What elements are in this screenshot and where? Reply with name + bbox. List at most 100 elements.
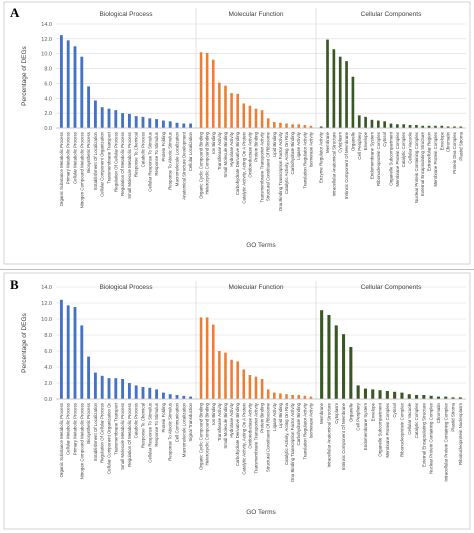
x-tick-label: Cellular Response To Stimulus (147, 131, 152, 192)
bar (168, 394, 172, 399)
bar (436, 396, 440, 399)
bar (248, 375, 252, 399)
group-title-1: Molecular Function (229, 284, 284, 291)
bar (87, 356, 91, 399)
x-tick-label: Hydrolase Activity (229, 131, 234, 166)
x-tick-label: Cell Periphery (356, 402, 361, 430)
bar (59, 299, 63, 399)
x-tick-label: Dna Binding Transcription Factor Activit… (290, 402, 295, 482)
x-tick-label: Organic Substance Metabolic Process (59, 131, 64, 206)
bar (356, 385, 360, 399)
x-tick-label: Intracellular Anatomical Structure (331, 131, 336, 196)
y-tick-label: 8.0 (44, 333, 52, 339)
bar (218, 82, 221, 128)
x-tick-label: Cellular Metabolic Process (73, 131, 78, 184)
bar (332, 49, 336, 128)
bar (279, 122, 282, 128)
y-tick-label: 14.0 (41, 285, 52, 291)
bar (338, 56, 342, 128)
bar (297, 124, 301, 128)
bar (266, 389, 270, 399)
y-tick-label: 2.0 (44, 381, 52, 387)
bar (211, 59, 215, 128)
x-tick-label: Ribonucleoprotein Complex (399, 402, 404, 457)
x-tick-label: Carbohydrate Binding (290, 131, 295, 174)
bar (211, 324, 215, 399)
y-tick-label: 6.0 (44, 81, 52, 87)
y-tick-label: 8.0 (44, 67, 52, 73)
panel-letter: A (10, 5, 20, 20)
bar (279, 393, 282, 399)
bar (402, 124, 406, 128)
x-tick-label: Catalytic Activity, Acting On A Protein (241, 402, 246, 474)
bar (199, 317, 203, 399)
x-tick-label: Biosynthetic Process (86, 131, 91, 173)
bar (273, 122, 276, 128)
x-axis-label: GO Terms (246, 242, 276, 249)
bar (383, 121, 386, 128)
x-tick-label: Regulation Of Metabolic Process (120, 131, 125, 196)
bar (199, 52, 203, 128)
x-tick-label: Cellular Component Organization Or (107, 402, 112, 474)
bar (297, 395, 301, 399)
x-tick-label: Response To Abiotic Stimulus (168, 131, 173, 190)
bar (155, 389, 159, 399)
y-tick-label: 6.0 (44, 349, 52, 355)
bar (364, 116, 367, 128)
x-tick-label: Isomerase Activity (308, 131, 313, 167)
x-tick-label: Organelle (350, 131, 355, 151)
panel-divider (0, 269, 474, 270)
x-tick-label: Cell Periphery (357, 131, 362, 159)
x-tick-label: Ligase Activity (272, 402, 277, 431)
y-axis-label: Percentage of DEGs (21, 312, 28, 372)
bar (451, 397, 455, 399)
bar (100, 375, 104, 399)
bar (148, 118, 152, 128)
x-tick-label: Translation Regulator Activity (302, 402, 307, 460)
bar (342, 334, 346, 399)
bar (230, 93, 233, 128)
bar (334, 325, 338, 399)
x-tick-label: Cellular Metabolic Process (66, 402, 71, 455)
bar (291, 395, 294, 399)
x-tick-label: Catalytic Complex (414, 402, 419, 438)
x-tick-label: Response To Abiotic Stimulus (168, 402, 173, 461)
x-tick-label: Protein Folding (161, 131, 166, 161)
x-tick-label: Translation Regulator Activity (302, 131, 307, 189)
x-tick-label: Catabolic Process (141, 131, 146, 167)
bar (205, 317, 209, 399)
x-tick-label: Nuclear Protein Containing Complex (414, 131, 419, 203)
bar (224, 85, 227, 128)
x-tick-label: Heterocyclic Compound Binding (205, 131, 210, 194)
x-tick-label: Nuclear Protein Containing Complex (429, 402, 434, 474)
x-tick-label: Nitrogen Compound Metabolic Process (79, 402, 84, 479)
bar (385, 391, 389, 399)
bar (248, 105, 252, 128)
x-tick-label: Organic Cyclic Compound Binding (199, 131, 204, 198)
x-tick-label: Membrane (325, 131, 330, 153)
bar (93, 100, 97, 128)
bar (182, 395, 186, 399)
y-tick-label: 4.0 (44, 365, 52, 371)
bar (429, 395, 433, 399)
x-tick-label: Protein Dna Complex (452, 131, 457, 174)
x-tick-label: Envelope (439, 131, 444, 150)
x-tick-label: Response To Stimulus (154, 131, 159, 175)
y-tick-label: 4.0 (44, 96, 52, 102)
bar (309, 396, 313, 399)
bar (224, 352, 227, 399)
bar (93, 372, 97, 399)
x-tick-label: Nitrogen Compound Metabolic Process (79, 131, 84, 208)
x-tick-label: Chromatin (436, 402, 441, 423)
panel-letter: B (10, 277, 19, 292)
x-tick-label: Protein Binding (254, 131, 259, 161)
bar (254, 108, 258, 128)
bar (134, 116, 138, 128)
x-tick-label: Cytoplasm (338, 132, 343, 153)
x-tick-label: Regulation Of Metabolic Process (127, 402, 132, 467)
x-tick-label: Transmembrane Transporter Activity (260, 131, 265, 202)
bar (285, 123, 288, 128)
bar (87, 86, 91, 128)
x-tick-label: Plastid Stroma (458, 131, 463, 160)
x-tick-label: Cellular Response To Stimulus (147, 402, 152, 463)
